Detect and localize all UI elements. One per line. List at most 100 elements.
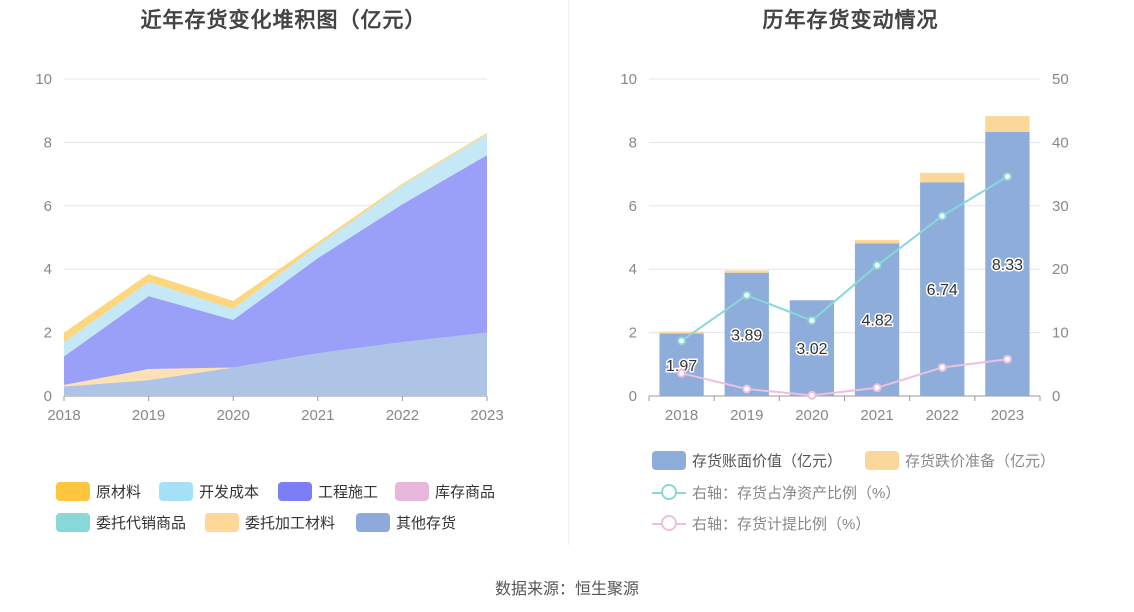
x-tick-label: 2020: [795, 407, 828, 424]
area-开发成本: [64, 134, 487, 357]
left-chart-panel: 近年存货变化堆积图（亿元） 0 2 4 6 8 10 2018 2019 2020 2021 202…: [0, 0, 567, 560]
x-tick-label: 2018: [47, 407, 80, 424]
stacked-area-chart: 0 2 4 6 8 10 2018 2019 2020 2021 2022 2023: [35, 71, 503, 424]
y-tick-label: 8: [44, 134, 52, 151]
x-tick-label: 2018: [665, 407, 698, 424]
y-tick-label: 10: [620, 71, 637, 88]
legend-item[interactable]: 委托代销商品: [56, 512, 186, 533]
bar-value-label: 1.97: [666, 358, 697, 375]
y2-tick-label: 30: [1052, 198, 1069, 215]
y-tick-label: 2: [629, 325, 637, 342]
x-tick-label: 2022: [926, 407, 959, 424]
legend-label: 委托加工材料: [245, 515, 336, 532]
y2-tick-label: 10: [1052, 325, 1069, 342]
x-tick-label: 2021: [301, 407, 334, 424]
x-tick-label: 2021: [860, 407, 893, 424]
x-tick-label: 2022: [386, 407, 419, 424]
legend-item[interactable]: 原材料: [56, 481, 141, 502]
legend-swatch: [56, 482, 90, 501]
line-point: [807, 390, 817, 400]
y-tick-label: 4: [629, 261, 637, 278]
right-chart-title: 历年存货变动情况: [762, 9, 939, 32]
y-tick-label: 2: [44, 325, 52, 342]
right-chart-panel: 历年存货变动情况 0 2 4 6 8 10 0 10 20 30 40 50 2018 2019 2020 2…: [567, 0, 1134, 560]
line-右轴：存货计提比例（%）: [681, 358, 1008, 397]
legend-swatch: [652, 483, 686, 502]
y-tick-label: 6: [629, 198, 637, 215]
legend-swatch: [278, 482, 312, 501]
bar-存货跌价准备（亿元）: [920, 172, 965, 183]
line-右轴：存货占净资产比例（%）: [681, 175, 1008, 342]
legend-swatch: [865, 451, 899, 470]
legend-label: 右轴：存货计提比例（%）: [692, 516, 871, 533]
line-point: [937, 211, 947, 221]
area-其他存货: [64, 332, 487, 396]
bar-value-label: 8.33: [992, 257, 1023, 274]
legend-label: 开发成本: [199, 484, 260, 501]
bar-存货跌价准备（亿元）: [985, 116, 1030, 132]
legend-label: 原材料: [96, 484, 142, 501]
legend-swatch: [395, 482, 429, 501]
x-tick-label: 2019: [132, 407, 165, 424]
legend-label: 库存商品: [435, 484, 496, 501]
line-point: [872, 260, 882, 270]
legend-swatch: [205, 513, 239, 532]
legend-item[interactable]: 存货跌价准备（亿元）: [865, 450, 1055, 471]
legend-swatch: [159, 482, 193, 501]
line-point: [872, 383, 882, 393]
bar-存货跌价准备（亿元）: [724, 270, 769, 273]
line-point: [742, 384, 752, 394]
line-point: [742, 290, 752, 300]
legend-item[interactable]: 右轴：存货计提比例（%）: [652, 513, 870, 534]
y2-tick-label: 50: [1052, 71, 1069, 88]
panel-divider: [568, 0, 569, 545]
legend-swatch: [652, 451, 686, 470]
legend-item[interactable]: 库存商品: [395, 481, 495, 502]
x-tick-label: 2023: [991, 407, 1024, 424]
legend-swatch: [56, 513, 90, 532]
legend-item[interactable]: 其他存货: [356, 512, 456, 533]
legend-label: 存货跌价准备（亿元）: [905, 453, 1056, 470]
left-chart-title: 近年存货变化堆积图（亿元）: [140, 9, 427, 32]
y-tick-label: 0: [44, 388, 52, 405]
legend-item[interactable]: 委托加工材料: [205, 512, 335, 533]
area-工程施工: [64, 155, 487, 385]
y2-tick-label: 20: [1052, 261, 1069, 278]
legend-swatch: [652, 514, 686, 533]
legend-item[interactable]: 右轴：存货占净资产比例（%）: [652, 482, 900, 503]
area-委托加工材料: [64, 332, 487, 387]
line-point: [937, 362, 947, 372]
bar-value-label: 6.74: [927, 282, 958, 299]
y-tick-label: 8: [629, 134, 637, 151]
line-point: [807, 316, 817, 326]
legend-label: 存货账面价值（亿元）: [692, 453, 843, 470]
legend-item[interactable]: 工程施工: [278, 481, 378, 502]
bar-存货跌价准备（亿元）: [659, 331, 704, 334]
legend-item[interactable]: 存货账面价值（亿元）: [652, 450, 842, 471]
bar-存货跌价准备（亿元）: [854, 240, 900, 244]
line-point: [1002, 172, 1012, 182]
y-tick-label: 0: [629, 388, 637, 405]
bar-value-label: 3.02: [796, 341, 827, 358]
y-tick-label: 10: [35, 71, 52, 88]
bar-value-label: 4.82: [862, 313, 893, 330]
legend-label: 其他存货: [396, 515, 457, 532]
legend-label: 委托代销商品: [96, 515, 187, 532]
x-tick-label: 2019: [730, 407, 763, 424]
data-source-note: 数据来源：恒生聚源: [494, 581, 639, 598]
legend-swatch: [356, 513, 390, 532]
y-tick-label: 4: [44, 261, 52, 278]
line-point: [677, 336, 687, 346]
bar-line-combo-chart: 0 2 4 6 8 10 0 10 20 30 40 50 2018 2019 2020 2021 2022 20…: [620, 71, 1069, 424]
y-tick-label: 6: [44, 198, 52, 215]
x-tick-label: 2023: [470, 407, 503, 424]
line-point: [1002, 354, 1012, 364]
bar-value-label: 3.89: [731, 327, 762, 344]
y2-tick-label: 0: [1052, 388, 1060, 405]
line-point: [677, 368, 687, 378]
legend-item[interactable]: 开发成本: [159, 481, 259, 502]
y2-tick-label: 40: [1052, 134, 1069, 151]
legend-label: 工程施工: [318, 484, 379, 501]
legend-label: 右轴：存货占净资产比例（%）: [692, 485, 901, 502]
x-tick-label: 2020: [217, 407, 250, 424]
